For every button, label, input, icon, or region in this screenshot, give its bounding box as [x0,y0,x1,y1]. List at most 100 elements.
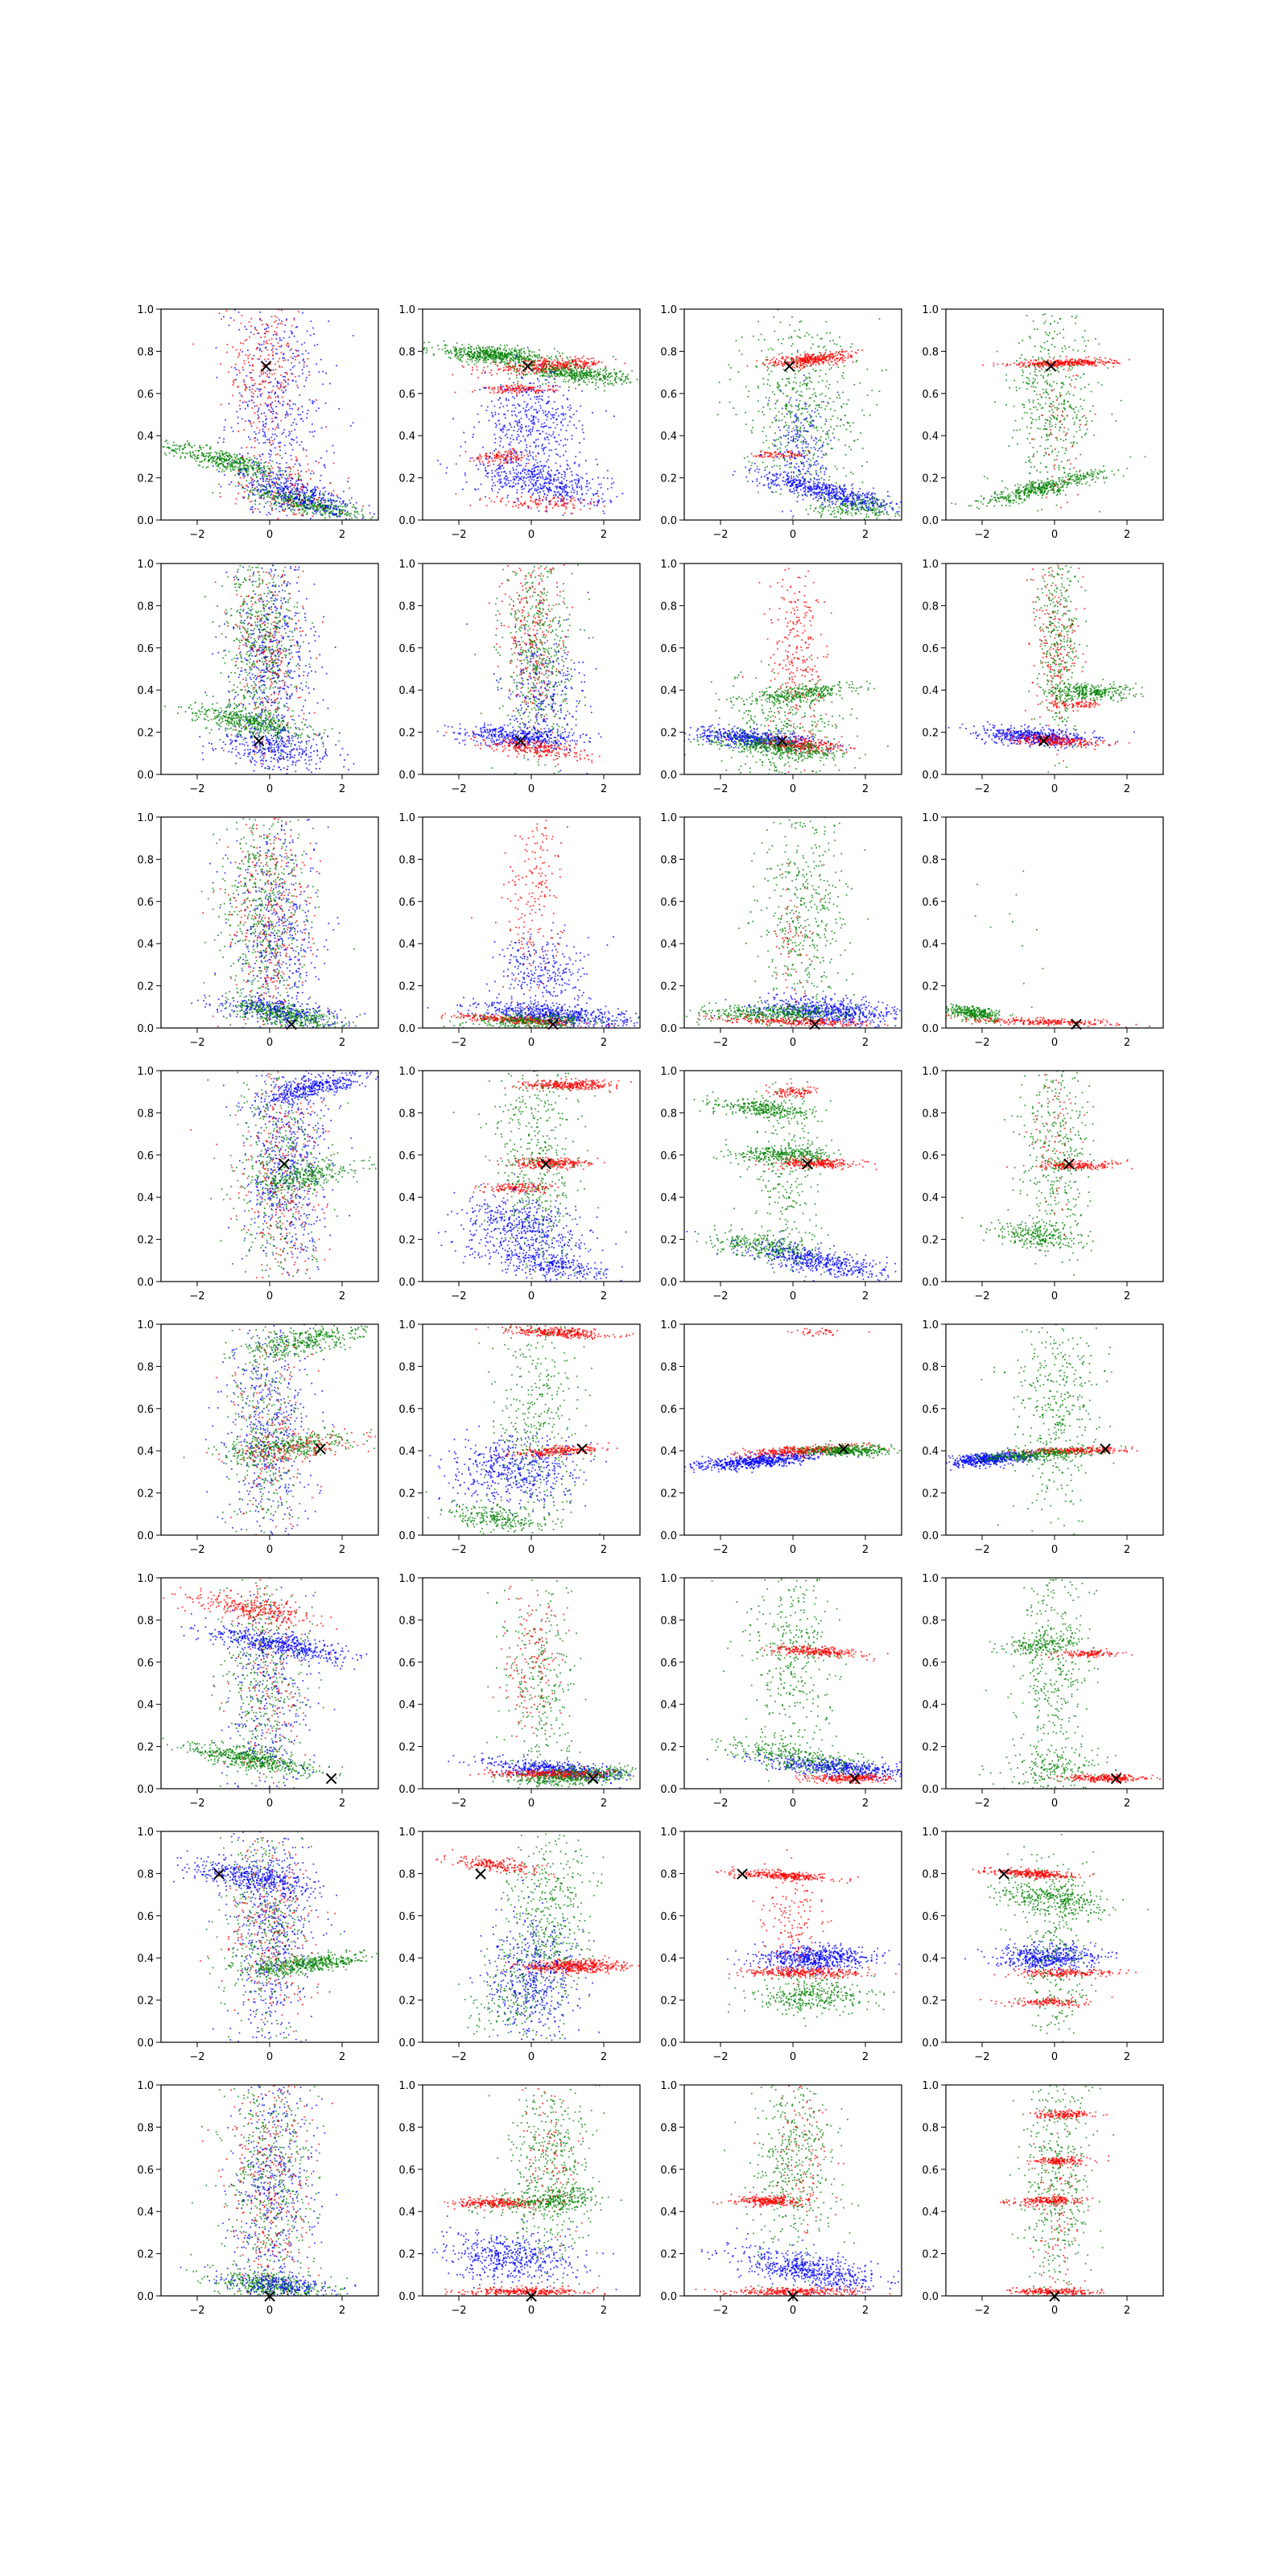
scatter-point [516,489,518,491]
scatter-point [590,503,592,505]
scatter-point [270,381,272,383]
scatter-point [246,446,248,448]
scatter-point [279,485,281,486]
scatter-point [271,508,273,510]
scatter-point [566,361,568,363]
scatter-point [548,427,550,429]
scatter-point [482,386,485,389]
scatter-point [266,514,268,516]
scatter-point [488,419,490,422]
scatter-point [570,369,572,371]
scatter-point [310,320,312,323]
scatter-point [332,444,334,447]
scatter-point [176,448,179,450]
scatter-point [580,489,583,490]
scatter-point [264,426,266,428]
scatter-point [269,382,270,383]
scatter-point [299,488,301,490]
scatter-point [249,365,251,366]
scatter-point [303,341,306,344]
scatter-point [571,512,573,514]
scatter-point [175,448,176,450]
scatter-point [603,377,605,379]
scatter-point [546,370,548,373]
scatter-point [305,471,308,473]
scatter-point [775,439,778,441]
scatter-point [274,331,275,332]
scatter-point [529,355,531,357]
scatter-point [334,506,336,507]
scatter-point [563,487,565,489]
scatter-point [555,375,556,378]
scatter-point [303,358,304,361]
scatter-point [285,462,287,464]
scatter-point [332,452,335,454]
scatter-point [581,390,583,392]
scatter-point [510,369,512,370]
scatter-point [479,461,481,464]
scatter-point [551,358,553,361]
scatter-point [625,382,628,384]
scatter-point [288,431,291,433]
scatter-point [226,460,229,462]
scatter-point [542,389,543,391]
scatter-point [553,497,555,499]
scatter-point [246,480,248,482]
scatter-point [317,505,320,507]
scatter-point [299,491,301,493]
scatter-point [220,485,222,488]
scatter-point [350,497,353,499]
scatter-point [580,360,583,362]
scatter-point [278,427,279,429]
scatter-point [231,463,233,465]
scatter-point [233,382,235,384]
scatter-point [275,504,278,506]
scatter-point [270,369,272,371]
scatter-point [524,484,526,486]
scatter-point [505,369,507,371]
scatter-point [518,458,519,460]
scatter-point [596,362,598,365]
scatter-point [561,481,563,483]
scatter-point [579,365,580,367]
scatter-point [204,457,207,460]
scatter-point [281,345,283,347]
scatter-point [589,370,592,373]
scatter-point [552,365,555,367]
scatter-point [601,380,604,382]
scatter-point [475,464,477,466]
scatter-point [237,312,240,313]
scatter-point [199,447,200,448]
scatter-point [299,502,301,503]
scatter-point [502,427,504,429]
scatter-point [517,357,519,360]
scatter-point [535,390,538,391]
y-tick-label: 1.0 [398,304,415,316]
scatter-point [522,394,524,397]
scatter-point [524,465,526,467]
scatter-point [268,496,270,498]
scatter-point [298,504,300,506]
scatter-point [613,371,616,374]
scatter-point [477,457,479,460]
scatter-point [518,367,521,369]
scatter-point [540,477,542,479]
scatter-point [226,344,229,345]
scatter-point [277,382,279,385]
x-tick-label: 2 [339,529,345,541]
scatter-point [242,379,245,381]
scatter-point [493,390,495,392]
scatter-point [497,368,500,370]
scatter-point [537,465,539,468]
scatter-point [485,387,487,389]
scatter-point [258,383,261,386]
scatter-point [549,389,551,391]
scatter-point [298,473,299,474]
scatter-point [619,379,621,382]
scatter-point [459,354,460,356]
scatter-point [463,366,464,368]
scatter-point [242,402,244,404]
scatter-point [506,479,507,481]
scatter-point [300,514,303,517]
scatter-point [448,351,450,353]
